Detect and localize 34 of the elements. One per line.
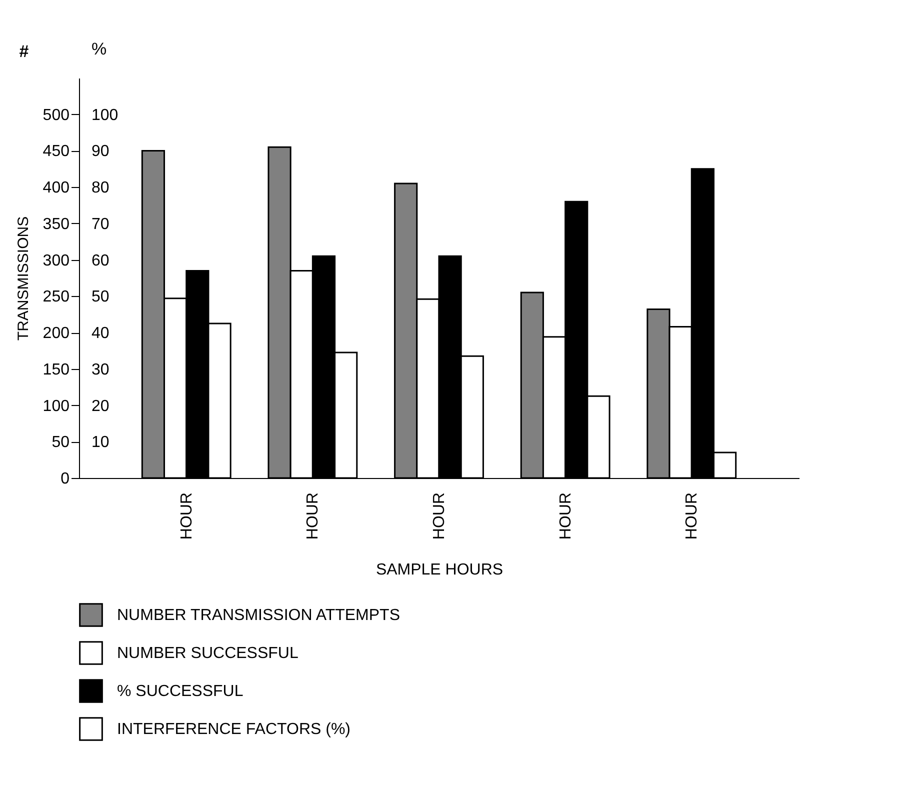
y2-tick-label: 20 [92,398,110,415]
legend-label: % SUCCESSFUL [117,683,244,700]
legend-label: INTERFERENCE FACTORS (%) [117,721,350,738]
y2-tick-label: 70 [92,216,110,233]
y-tick-label: 400 [42,180,70,197]
y-tick-label: 100 [42,398,70,415]
y2-tick-label: 50 [92,288,110,306]
x-tick-label: HOUR [431,492,448,540]
y-tick-label: 200 [42,325,70,342]
y2-tick-label: 60 [92,252,110,270]
y-tick-label: 50 [52,434,70,452]
legend-label: NUMBER TRANSMISSION ATTEMPTS [117,607,400,624]
x-tick-label: HOUR [684,492,701,540]
y-tick-label: 350 [42,216,70,233]
y2-tick-label: 40 [92,325,110,342]
text: # [19,42,30,61]
x-tick-label: HOUR [178,492,196,540]
y2-axis-title: % [92,40,107,58]
y-tick-label: 500 [42,106,70,124]
x-tick-label: HOUR [304,492,322,540]
x-tick-label: HOUR [557,492,574,540]
x-axis-title: SAMPLE HOURS [376,562,504,579]
y-tick-label: 450 [42,143,70,160]
y-tick-label: 0 [60,470,70,488]
y-tick-label: 150 [42,361,70,378]
y2-tick-label: 30 [92,361,110,378]
legend-label: NUMBER SUCCESSFUL [117,645,298,662]
y2-tick-label: 10 [92,434,110,452]
y2-tick-label: 90 [92,143,110,160]
y2-tick-label: 100 [92,106,118,124]
y-tick-label: 300 [42,252,70,270]
y-tick-label: 250 [42,288,70,306]
y2-tick-label: 80 [92,180,110,197]
y-axis-title: TRANSMISSIONS [14,216,32,341]
